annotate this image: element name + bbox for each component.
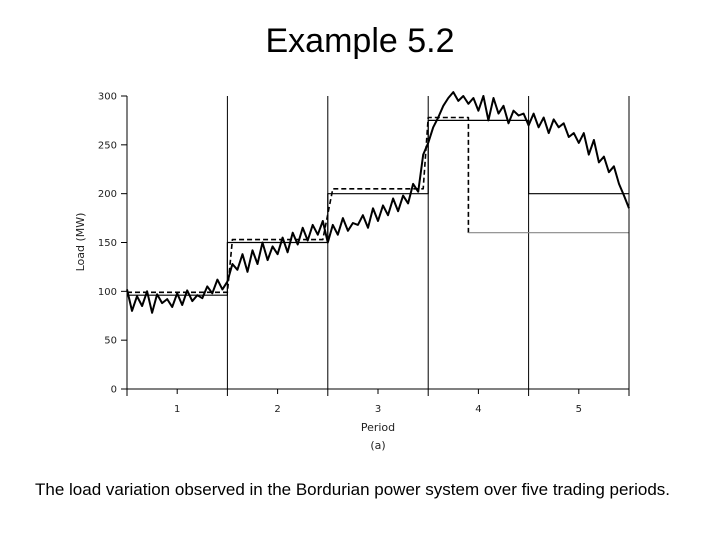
y-tick-label: 0	[111, 385, 117, 396]
y-axis: 0 50 100 150 200 250 300	[98, 92, 127, 396]
y-tick-label: 200	[98, 189, 117, 200]
y-axis-title: Load (MW)	[74, 213, 87, 272]
y-tick-label: 100	[98, 287, 117, 298]
x-tick-label: 3	[375, 404, 381, 415]
plot-frame	[126, 96, 630, 396]
y-tick-label: 150	[98, 238, 117, 249]
x-tick-label: 1	[174, 404, 180, 415]
slide-caption: The load variation observed in the Bordu…	[35, 480, 671, 499]
panel-label: (a)	[370, 439, 385, 452]
y-tick-label: 300	[98, 92, 117, 103]
slide-title: Example 5.2	[265, 22, 455, 60]
series-solid-jagged	[126, 91, 630, 314]
x-axis: 1 2 3 4 5	[174, 389, 582, 415]
x-tick-label: 2	[274, 404, 280, 415]
y-tick-label: 250	[98, 140, 117, 151]
series-solid-step	[127, 119, 629, 296]
x-tick-label: 4	[475, 404, 481, 415]
x-tick-label: 5	[576, 404, 582, 415]
y-tick-label: 50	[104, 336, 117, 347]
x-axis-title: Period	[361, 421, 395, 434]
series-dashed-step	[127, 116, 470, 294]
series-layer	[126, 91, 630, 314]
